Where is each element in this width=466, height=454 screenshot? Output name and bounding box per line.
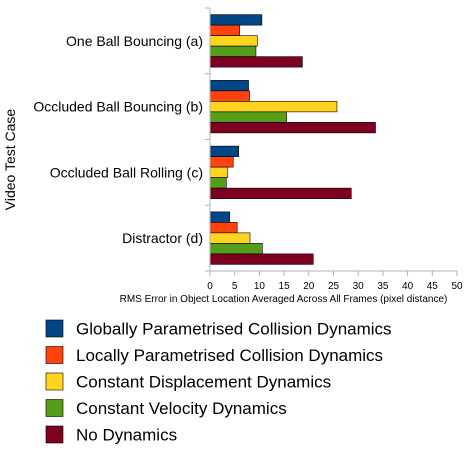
x-tick-label: 35	[377, 281, 389, 292]
legend-label: Globally Parametrised Collision Dynamics	[76, 320, 392, 339]
x-tick-label: 5	[232, 281, 238, 292]
bar	[209, 232, 251, 244]
bar	[209, 177, 227, 189]
legend-label: No Dynamics	[76, 426, 177, 445]
bar	[209, 156, 234, 168]
bar	[209, 101, 338, 113]
legend-swatch	[45, 399, 64, 417]
bar	[209, 24, 240, 36]
legend-label: Constant Velocity Dynamics	[76, 399, 287, 418]
legend-label: Locally Parametrised Collision Dynamics	[76, 346, 383, 365]
bar	[209, 14, 263, 26]
bar	[209, 222, 238, 234]
bar	[209, 56, 303, 68]
category-label: Distractor (d)	[122, 230, 203, 246]
x-tick-label: 45	[427, 281, 439, 292]
x-tick-label: 30	[353, 281, 365, 292]
x-tick-label: 25	[328, 281, 340, 292]
bar	[209, 111, 287, 123]
x-tick-label: 10	[254, 281, 266, 292]
bar	[209, 80, 249, 92]
bar	[209, 45, 257, 57]
bar	[209, 166, 229, 178]
bar	[209, 243, 263, 255]
x-tick-label: 40	[402, 281, 414, 292]
bar	[209, 35, 258, 47]
legend-label: Constant Displacement Dynamics	[76, 373, 331, 392]
x-tick-label: 15	[279, 281, 291, 292]
bar	[209, 187, 352, 199]
category-label: Occluded Ball Bouncing (b)	[33, 99, 203, 115]
bar	[209, 90, 250, 102]
bar	[209, 145, 239, 157]
legend-swatch	[45, 372, 64, 391]
legend-swatch	[45, 346, 64, 364]
x-tick-label: 50	[451, 281, 463, 292]
x-axis-title: RMS Error in Object Location Averaged Ac…	[120, 294, 448, 305]
legend-swatch	[45, 425, 64, 444]
category-label: One Ball Bouncing (a)	[66, 33, 203, 49]
bar	[209, 253, 314, 265]
x-tick-label: 0	[207, 281, 213, 292]
bar	[209, 122, 376, 134]
bar	[209, 211, 231, 223]
x-tick-label: 20	[303, 281, 315, 292]
y-axis-title: Video Test Case	[2, 109, 18, 211]
category-label: Occluded Ball Rolling (c)	[50, 164, 203, 180]
legend-swatch	[45, 319, 64, 338]
